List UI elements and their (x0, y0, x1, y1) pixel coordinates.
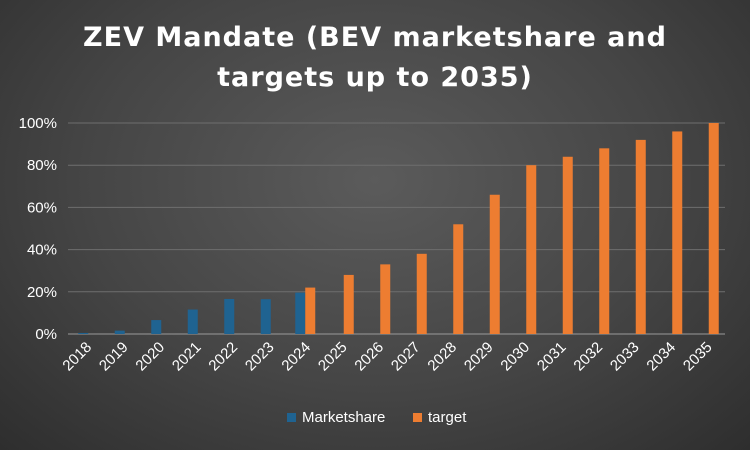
bar-target-2025 (343, 274, 354, 334)
legend-swatch-marketshare (287, 413, 296, 422)
y-tick-label: 60% (27, 199, 57, 216)
bar-target-2031 (562, 156, 573, 334)
y-tick-label: 80% (27, 157, 57, 174)
x-tick-label: 2027 (388, 339, 424, 375)
legend-swatch-target (413, 413, 422, 422)
x-tick-label: 2023 (242, 339, 278, 375)
bar-target-2026 (380, 264, 391, 334)
legend-label-marketshare: Marketshare (302, 409, 385, 426)
bar-target-2027 (416, 253, 427, 334)
bar-marketshare-2021 (187, 309, 198, 334)
bar-marketshare-2018 (78, 332, 89, 334)
chart-title-line-1: ZEV Mandate (BEV marketshare and (83, 22, 667, 53)
x-tick-label: 2022 (205, 339, 241, 375)
x-tick-label: 2019 (96, 339, 132, 375)
bar-marketshare-2019 (114, 330, 125, 334)
bar-target-2029 (489, 194, 500, 334)
bar-marketshare-2020 (151, 320, 162, 334)
y-tick-label: 0% (35, 326, 57, 343)
y-tick-label: 100% (19, 115, 57, 132)
x-tick-label: 2029 (461, 339, 497, 375)
x-tick-label: 2024 (278, 339, 314, 375)
bar-target-2035 (708, 123, 719, 334)
x-tick-label: 2032 (570, 339, 606, 375)
bar-target-2024 (305, 287, 316, 334)
x-tick-label: 2034 (643, 339, 679, 375)
x-tick-label: 2033 (607, 339, 643, 375)
y-tick-label: 40% (27, 242, 57, 259)
x-tick-label: 2026 (351, 339, 387, 375)
bar-target-2033 (635, 139, 646, 334)
x-tick-label: 2020 (132, 339, 168, 375)
chart-title: ZEV Mandate (BEV marketshare and targets… (40, 18, 710, 98)
x-tick-label: 2028 (424, 339, 460, 375)
x-tick-label: 2025 (315, 339, 351, 375)
x-tick-label: 2031 (534, 339, 570, 375)
bar-target-2034 (672, 131, 683, 334)
legend-label-target: target (428, 409, 467, 426)
x-tick-label: 2035 (680, 339, 716, 375)
chart-title-line-2: targets up to 2035) (217, 62, 533, 93)
bar-target-2028 (453, 224, 464, 334)
bar-target-2032 (599, 148, 610, 334)
x-tick-label: 2018 (59, 339, 95, 375)
bar-marketshare-2023 (260, 299, 271, 334)
bar-marketshare-2022 (224, 298, 235, 334)
bar-marketshare-2024 (295, 292, 306, 334)
bar-target-2030 (526, 165, 537, 334)
x-tick-label: 2030 (497, 339, 533, 375)
x-tick-label: 2021 (169, 339, 205, 375)
y-tick-label: 20% (27, 284, 57, 301)
